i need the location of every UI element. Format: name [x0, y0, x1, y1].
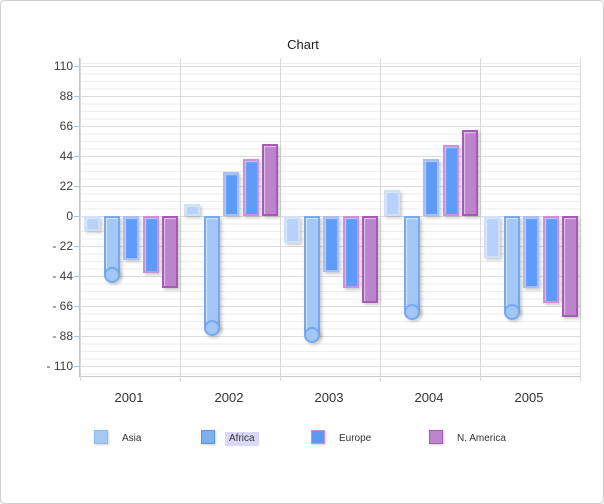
category-separator-line [80, 58, 81, 381]
bar-series-3-2003[interactable] [323, 216, 339, 272]
y-axis-tick [74, 306, 80, 307]
bar-europe-2004[interactable] [443, 145, 459, 216]
bar-asia-2003[interactable] [284, 216, 300, 243]
x-axis-label-2004: 2004 [414, 390, 444, 405]
y-axis-tick [74, 126, 80, 127]
x-axis-label-2002: 2002 [214, 390, 244, 405]
y-axis-tick [74, 276, 80, 277]
bar-n-america-2003[interactable] [362, 216, 378, 303]
bar-europe-2001[interactable] [143, 216, 159, 273]
y-axis-tick [74, 336, 80, 337]
y-axis-tick-label: - 110 [46, 359, 73, 373]
bar-asia-2001[interactable] [84, 216, 100, 231]
category-separator-line [280, 58, 281, 381]
legend-swatch-africa [201, 430, 215, 444]
y-axis-tick [74, 66, 80, 67]
y-axis-tick-label: 88 [59, 89, 73, 103]
bar-africa-2002[interactable] [204, 216, 220, 336]
bar-rounded-cap [204, 320, 220, 336]
legend-label-asia: Asia [122, 433, 142, 444]
x-axis-label-2005: 2005 [514, 390, 544, 405]
bar-asia-2005[interactable] [484, 216, 500, 258]
y-axis-tick [74, 96, 80, 97]
bar-n-america-2004[interactable] [462, 130, 478, 216]
y-axis-tick-label: - 88 [52, 329, 73, 343]
legend-label-europe: Europe [339, 433, 372, 444]
bar-rounded-cap [304, 327, 320, 343]
bar-n-america-2001[interactable] [162, 216, 178, 288]
y-axis-tick-label: - 66 [52, 299, 73, 313]
legend-label-n-america: N. America [457, 433, 506, 444]
bar-asia-2004[interactable] [384, 190, 400, 216]
y-axis-tick-label: 110 [53, 59, 73, 73]
bar-rounded-cap [104, 267, 120, 283]
x-axis-label-2001: 2001 [114, 390, 144, 405]
category-separator-line [180, 58, 181, 381]
y-axis-tick-label: 0 [66, 209, 73, 223]
y-axis-tick [74, 216, 80, 217]
plot-area [74, 58, 581, 381]
bar-n-america-2005[interactable] [562, 216, 578, 317]
x-axis-label-2003: 2003 [314, 390, 344, 405]
legend-label-africa: Africa [225, 432, 259, 446]
y-axis-tick [74, 246, 80, 247]
bar-series-3-2002[interactable] [223, 172, 239, 216]
y-axis-tick [74, 156, 80, 157]
bar-africa-2004[interactable] [404, 216, 420, 320]
bar-series-3-2004[interactable] [423, 159, 439, 216]
y-axis-tick [74, 366, 80, 367]
legend-swatch-europe [311, 430, 325, 444]
y-axis-tick-label: 44 [59, 149, 73, 163]
bar-europe-2002[interactable] [243, 159, 259, 216]
chart-title: Chart [287, 37, 319, 52]
y-axis-tick-label: 66 [59, 119, 73, 133]
bar-asia-2002[interactable] [184, 204, 200, 216]
bar-n-america-2002[interactable] [262, 144, 278, 216]
bar-europe-2003[interactable] [343, 216, 359, 288]
bar-rounded-cap [504, 304, 520, 320]
bar-series-3-2001[interactable] [123, 216, 139, 260]
y-axis-tick-label: - 44 [52, 269, 73, 283]
bar-rounded-cap [404, 304, 420, 320]
y-axis-tick-label: - 22 [52, 239, 73, 253]
bar-africa-2005[interactable] [504, 216, 520, 320]
bar-africa-2001[interactable] [104, 216, 120, 283]
category-separator-line [480, 58, 481, 381]
y-axis-tick-label: 22 [59, 179, 73, 193]
legend-swatch-asia [94, 430, 108, 444]
legend-swatch-n-america [429, 430, 443, 444]
category-separator-line [580, 58, 581, 381]
category-separator-line [380, 58, 381, 381]
bar-series-3-2005[interactable] [523, 216, 539, 288]
y-axis-tick [74, 186, 80, 187]
bar-africa-2003[interactable] [304, 216, 320, 343]
bar-europe-2005[interactable] [543, 216, 559, 303]
